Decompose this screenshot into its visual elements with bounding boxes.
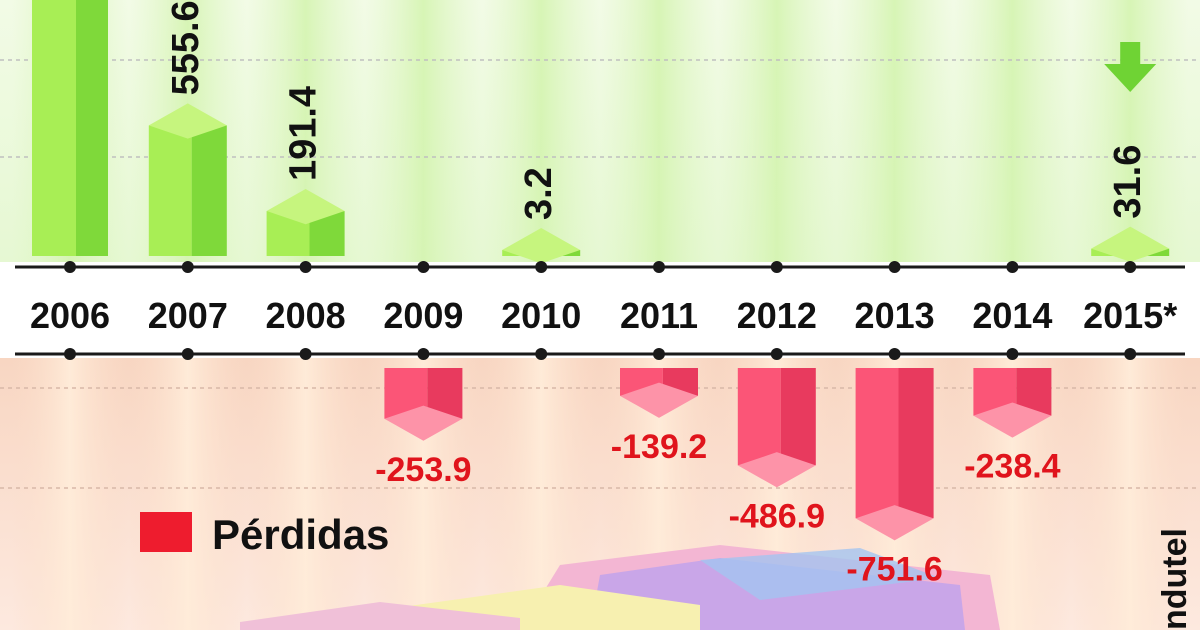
column-highlight-bottom	[129, 358, 246, 630]
axis-dot	[1124, 348, 1137, 360]
year-label-2011: 2011	[620, 295, 698, 336]
bars	[32, 0, 1170, 541]
column-highlight-top	[1072, 0, 1189, 262]
year-label-2012: 2012	[737, 295, 817, 336]
bar-2006	[32, 0, 108, 256]
axis-dot	[64, 348, 76, 360]
legend: Pérdidas	[140, 511, 389, 558]
axis-dot	[417, 348, 430, 360]
axis-band	[0, 262, 1200, 358]
bar-2007	[148, 103, 227, 257]
column-highlight-top	[365, 0, 482, 262]
axis-dot	[417, 261, 430, 273]
bar-2014	[973, 368, 1052, 438]
axis-dot	[888, 348, 901, 360]
value-label: -238.4	[964, 448, 1060, 486]
value-label: -486.9	[729, 497, 825, 535]
value-label: 3.2	[518, 167, 560, 220]
down-arrow-icon	[1104, 42, 1157, 92]
value-label: -253.9	[375, 451, 471, 489]
year-label-2008: 2008	[266, 295, 346, 336]
axis-dot	[181, 261, 194, 273]
bar-2012	[737, 368, 816, 488]
axis-dot	[653, 348, 665, 360]
axis-dot	[535, 348, 548, 360]
axis-dot	[64, 261, 76, 273]
value-label: -751.6	[846, 550, 942, 588]
column-highlight-top	[836, 0, 953, 262]
axis-dot	[1006, 261, 1019, 273]
axis-dot	[299, 261, 312, 273]
axis-dot	[770, 348, 783, 360]
value-label: -139.2	[611, 428, 707, 466]
axis-dot	[888, 261, 901, 273]
axis-dots	[64, 261, 1137, 360]
axis-dot	[653, 261, 665, 273]
year-label-2006: 2006	[30, 295, 110, 336]
year-labels: 2006 2007 2008 2009 2010 2011 2012 2013 2014 2015…	[30, 295, 1177, 336]
value-labels: 555.6 191.4 -253.9 3.2 -139.2 -486.9 -751.6 -23…	[165, 0, 1149, 588]
bar-2013	[855, 368, 934, 541]
axis-dot	[181, 348, 194, 360]
column-highlight-top	[954, 0, 1071, 262]
year-label-2013: 2013	[855, 295, 935, 336]
column-highlight-top	[601, 0, 717, 262]
bar-2009	[384, 368, 463, 441]
bar-2015*	[1091, 226, 1170, 262]
axis-dot	[770, 261, 783, 273]
year-label-2007: 2007	[148, 295, 228, 336]
column-highlight-top	[483, 0, 600, 262]
legend-swatch-perdidas	[140, 512, 192, 552]
year-label-2014: 2014	[972, 295, 1052, 336]
axis-dot	[299, 348, 312, 360]
column-highlight-bottom	[1072, 358, 1189, 630]
axis-dot	[1124, 261, 1137, 273]
axis-dot	[535, 261, 548, 273]
legend-label-perdidas: Pérdidas	[212, 511, 389, 558]
value-label: 555.6	[165, 0, 207, 95]
bar-2010	[502, 228, 581, 264]
year-label-2010: 2010	[501, 295, 581, 336]
year-label-2015*: 2015*	[1083, 295, 1177, 336]
money-bundles-illustration	[240, 545, 1000, 630]
column-highlight-top	[718, 0, 835, 262]
axis-dot	[1006, 348, 1019, 360]
bar-2011	[620, 368, 698, 418]
value-label: 31.6	[1107, 145, 1149, 219]
column-highlight-bottom	[12, 358, 128, 630]
column-highlight-bottom	[247, 358, 364, 630]
credit-text: ndutel	[1156, 528, 1194, 630]
value-label: 191.4	[283, 86, 325, 181]
bar-2008	[266, 189, 345, 256]
year-label-2009: 2009	[383, 295, 463, 336]
